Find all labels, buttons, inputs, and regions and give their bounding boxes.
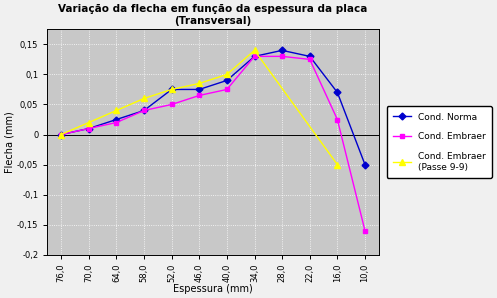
Cond. Embraer (168, 103, 174, 106)
Cond. Embraer (141, 109, 147, 112)
Cond. Embraer (58, 133, 64, 136)
Cond. Embraer (307, 58, 313, 61)
Line: Cond. Embraer: Cond. Embraer (59, 54, 367, 233)
Cond. Embraer (362, 229, 368, 232)
Title: Variação da flecha em função da espessura da placa
(Transversal): Variação da flecha em função da espessur… (58, 4, 368, 26)
Cond. Norma (113, 118, 119, 121)
Cond. Embraer (196, 94, 202, 97)
Cond. Embraer
(Passe 9-9) (113, 109, 119, 112)
Cond. Norma (196, 88, 202, 91)
Cond. Embraer
(Passe 9-9) (251, 49, 257, 52)
Cond. Embraer
(Passe 9-9) (196, 82, 202, 85)
Cond. Norma (168, 88, 174, 91)
Cond. Embraer (251, 55, 257, 58)
Cond. Embraer
(Passe 9-9) (86, 121, 92, 124)
Legend: Cond. Norma, Cond. Embraer, Cond. Embraer
(Passe 9-9): Cond. Norma, Cond. Embraer, Cond. Embrae… (387, 106, 493, 178)
Cond. Norma (141, 109, 147, 112)
Cond. Norma (224, 79, 230, 82)
Cond. Embraer (334, 118, 340, 121)
Cond. Embraer
(Passe 9-9) (168, 88, 174, 91)
Cond. Norma (362, 163, 368, 166)
Cond. Embraer
(Passe 9-9) (58, 133, 64, 136)
Cond. Embraer (279, 55, 285, 58)
Line: Cond. Embraer
(Passe 9-9): Cond. Embraer (Passe 9-9) (58, 48, 340, 167)
Cond. Norma (58, 133, 64, 136)
Cond. Norma (251, 55, 257, 58)
Line: Cond. Norma: Cond. Norma (59, 48, 367, 167)
Cond. Norma (334, 91, 340, 94)
Cond. Embraer
(Passe 9-9) (141, 97, 147, 100)
Cond. Embraer
(Passe 9-9) (334, 163, 340, 166)
Cond. Norma (279, 49, 285, 52)
Cond. Embraer
(Passe 9-9) (224, 73, 230, 76)
Cond. Embraer (113, 121, 119, 124)
Cond. Norma (307, 55, 313, 58)
Y-axis label: Flecha (mm): Flecha (mm) (4, 111, 14, 173)
Cond. Embraer (224, 88, 230, 91)
Cond. Norma (86, 127, 92, 130)
Cond. Embraer (86, 127, 92, 130)
X-axis label: Espessura (mm): Espessura (mm) (173, 284, 253, 294)
